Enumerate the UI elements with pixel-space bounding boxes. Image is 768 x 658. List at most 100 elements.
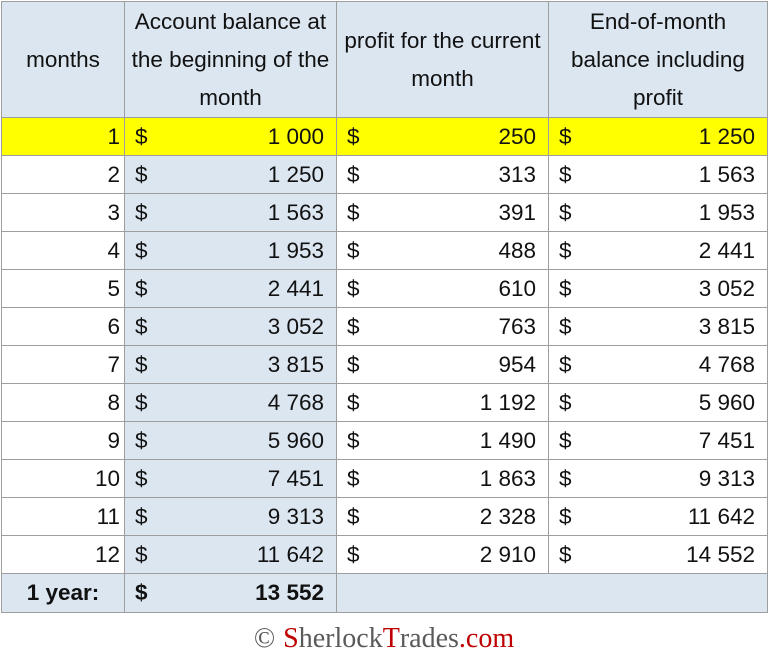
month-cell: 1	[1, 117, 125, 156]
header-row: months Account balance at the beginning …	[1, 1, 768, 118]
profit-cell: $610	[336, 269, 549, 308]
money-value: $1 250	[550, 124, 767, 150]
month-cell: 5	[1, 269, 125, 308]
money-value: $3 052	[126, 313, 336, 340]
month-cell: 7	[1, 345, 125, 384]
currency-symbol: $	[559, 427, 572, 453]
currency-symbol: $	[559, 541, 572, 567]
total-value-cell: $13 552	[124, 573, 337, 613]
brand-domain: .com	[458, 622, 515, 654]
currency-symbol: $	[559, 313, 572, 339]
table-row: 12 $11 642 $2 910 $14 552	[1, 535, 768, 574]
profit-cell: $1 863	[336, 459, 549, 498]
amount: 4 768	[267, 389, 324, 415]
profit-cell: $763	[336, 307, 549, 346]
currency-symbol: $	[347, 351, 360, 377]
money-value: $5 960	[550, 389, 767, 416]
month-cell: 6	[1, 307, 125, 346]
amount: 250	[498, 123, 536, 149]
amount: 1 000	[267, 123, 324, 149]
amount: 13 552	[255, 580, 324, 605]
money-value: $11 642	[126, 541, 336, 568]
beginning-balance-cell: $5 960	[124, 421, 337, 460]
amount: 3 815	[698, 313, 755, 339]
money-value: $13 552	[126, 580, 336, 606]
end-balance-cell: $3 052	[548, 269, 768, 308]
amount: 391	[498, 199, 536, 225]
currency-symbol: $	[347, 465, 360, 491]
total-row: 1 year: $13 552	[1, 573, 768, 613]
table-row: 4 $1 953 $488 $2 441	[1, 231, 768, 270]
amount: 1 250	[267, 161, 324, 187]
currency-symbol: $	[559, 389, 572, 415]
compound-growth-table: months Account balance at the beginning …	[1, 1, 768, 613]
brand-letter-s: S	[283, 622, 299, 654]
end-balance-cell: $2 441	[548, 231, 768, 270]
amount: 954	[498, 351, 536, 377]
profit-cell: $250	[336, 117, 549, 156]
money-value: $7 451	[126, 465, 336, 492]
currency-symbol: $	[559, 351, 572, 377]
amount: 2 910	[479, 541, 536, 567]
header-beginning-balance: Account balance at the beginning of the …	[124, 1, 337, 118]
currency-symbol: $	[347, 541, 360, 567]
money-value: $3 052	[550, 276, 767, 302]
beginning-balance-cell: $4 768	[124, 383, 337, 422]
month-cell: 11	[1, 497, 125, 536]
month-cell: 9	[1, 421, 125, 460]
end-balance-cell: $14 552	[548, 535, 768, 574]
month-cell: 3	[1, 193, 125, 232]
currency-symbol: $	[135, 389, 148, 415]
profit-cell: $1 192	[336, 383, 549, 422]
money-value: $3 815	[126, 351, 336, 378]
money-value: $1 250	[126, 161, 336, 188]
month-cell: 10	[1, 459, 125, 498]
amount: 1 563	[267, 199, 324, 225]
money-value: $1 490	[338, 428, 548, 454]
amount: 5 960	[698, 389, 755, 415]
money-value: $250	[338, 123, 548, 150]
amount: 488	[498, 237, 536, 263]
table-row: 8 $4 768 $1 192 $5 960	[1, 383, 768, 422]
currency-symbol: $	[135, 313, 148, 339]
currency-symbol: $	[347, 503, 360, 529]
currency-symbol: $	[559, 161, 572, 187]
end-balance-cell: $1 250	[548, 117, 768, 156]
end-balance-cell: $1 563	[548, 155, 768, 194]
table-row: 3 $1 563 $391 $1 953	[1, 193, 768, 232]
profit-cell: $2 328	[336, 497, 549, 536]
currency-symbol: $	[135, 465, 148, 491]
beginning-balance-cell: $1 953	[124, 231, 337, 270]
money-value: $1 953	[550, 199, 767, 226]
beginning-balance-cell: $3 815	[124, 345, 337, 384]
amount: 1 953	[698, 199, 755, 225]
amount: 1 863	[479, 465, 536, 491]
amount: 14 552	[686, 541, 755, 567]
beginning-balance-cell: $2 441	[124, 269, 337, 308]
beginning-balance-cell: $1 563	[124, 193, 337, 232]
money-value: $1 563	[126, 199, 336, 226]
amount: 11 642	[256, 541, 324, 567]
table-row: 6 $3 052 $763 $3 815	[1, 307, 768, 346]
money-value: $5 960	[126, 428, 336, 454]
brand-herlock: herlock	[298, 622, 383, 654]
end-balance-cell: $9 313	[548, 459, 768, 498]
money-value: $391	[338, 199, 548, 226]
money-value: $2 441	[126, 275, 336, 302]
end-balance-cell: $5 960	[548, 383, 768, 422]
amount: 3 815	[267, 351, 324, 377]
total-empty-cell	[336, 573, 768, 613]
currency-symbol: $	[135, 123, 148, 149]
amount: 7 451	[698, 427, 755, 453]
currency-symbol: $	[135, 541, 148, 567]
money-value: $14 552	[550, 541, 767, 568]
amount: 9 313	[267, 503, 324, 529]
amount: 9 313	[698, 465, 755, 491]
currency-symbol: $	[347, 313, 360, 339]
amount: 2 441	[267, 275, 324, 301]
currency-symbol: $	[559, 199, 572, 225]
table-row: 10 $7 451 $1 863 $9 313	[1, 459, 768, 498]
currency-symbol: $	[559, 237, 572, 263]
currency-symbol: $	[347, 161, 360, 187]
currency-symbol: $	[135, 351, 148, 377]
